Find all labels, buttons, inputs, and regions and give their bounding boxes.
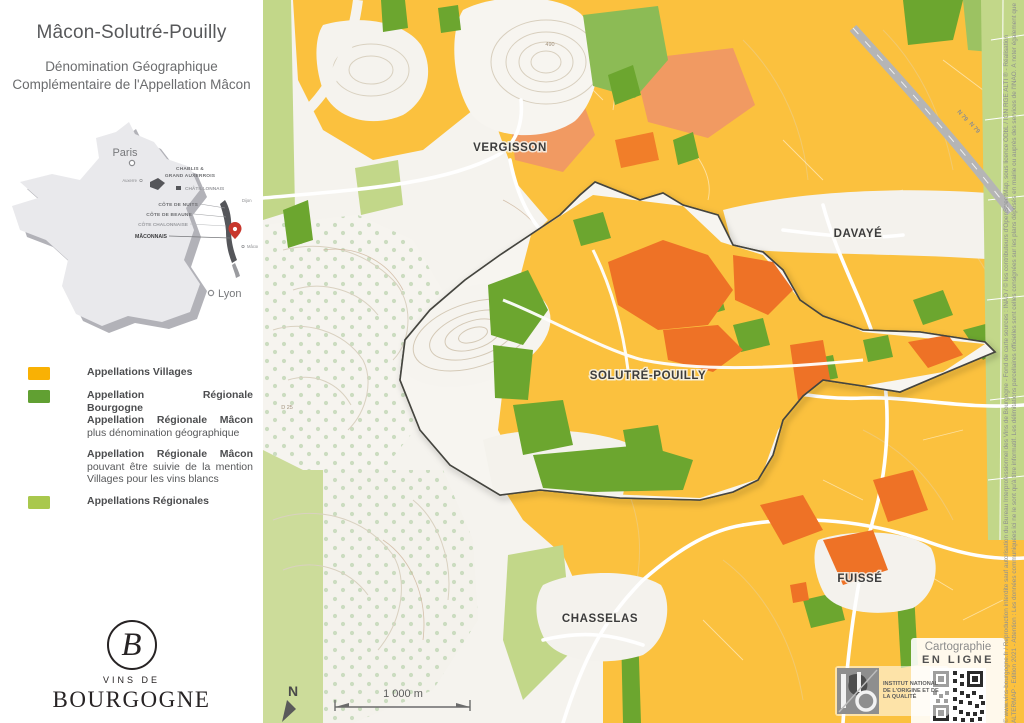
france-label-macon: Mâcon xyxy=(247,244,258,249)
credits-line-1: © www.vins-bourgogne.fr / Reproduction i… xyxy=(1003,34,1010,723)
legend-swatch-regionales xyxy=(28,495,50,509)
cotes-strip xyxy=(220,200,237,263)
cartographie-label: Cartographie xyxy=(924,641,992,653)
contour-label-490: 490 xyxy=(545,42,554,48)
page-title: Mâcon-Solutré-Pouilly xyxy=(36,22,227,43)
legend-swatch-macon-blanc xyxy=(28,449,50,462)
map-legend: Appellations Villages Appellation Région… xyxy=(28,366,253,518)
vins-de-bourgogne-logo: B VINS DE BOURGOGNE xyxy=(0,620,263,713)
logo-line2: BOURGOGNE xyxy=(52,687,211,712)
france-label-cote-de-beaune: CÔTE DE BEAUNE xyxy=(146,210,192,218)
lyon-marker xyxy=(207,289,215,297)
france-label-maconnais: MÂCONNAIS xyxy=(135,233,168,240)
place-label-vergisson: VERGISSON xyxy=(473,142,547,154)
map-credits: © www.vins-bourgogne.fr / Reproduction i… xyxy=(1003,3,1019,723)
france-outline xyxy=(12,122,200,326)
legend-item-regionale-macon-villages: Appellation Régionale Mâcon pouvant être… xyxy=(28,448,253,486)
legend-swatch-villages xyxy=(28,367,50,380)
beaujolais-strip xyxy=(232,263,240,278)
paris-marker xyxy=(128,159,136,167)
chablis-zone xyxy=(150,178,165,190)
page-subtitle: Dénomination Géographique Complémentaire… xyxy=(12,59,251,92)
legend-item-villages: Appellations Villages xyxy=(28,366,253,380)
highway-n79 xyxy=(849,24,1015,215)
north-arrow-icon xyxy=(282,700,296,722)
france-label-chablis-1: CHABLIS & xyxy=(176,166,204,172)
legend-item-regionale-bourgogne: Appellation Régionale Bourgogne Appellat… xyxy=(28,389,253,439)
commune-boundary xyxy=(399,181,997,501)
place-label-fuisse: FUISSÉ xyxy=(837,572,882,585)
credits-line-2: ALTERMAP - Edition 2021 - Attention : Le… xyxy=(1011,3,1018,723)
logo-line1: VINS DE xyxy=(102,675,160,685)
place-label-solutre-pouilly: SOLUTRÉ-POUILLY xyxy=(590,369,707,382)
sidebar: Mâcon-Solutré-Pouilly Dénomination Géogr… xyxy=(0,0,263,723)
france-label-chablis-2: GRAND AUXERROIS xyxy=(165,173,216,179)
france-label-cote-chalonnaise: CÔTE CHALONNAISE xyxy=(138,220,189,228)
france-label-cote-de-nuits: CÔTE DE NUITS xyxy=(158,200,198,208)
inao-logo-icon xyxy=(837,668,879,714)
france-label-dijon: Dijon xyxy=(242,198,252,203)
logo-monogram-icon: B xyxy=(106,620,157,670)
north-label: N xyxy=(288,683,298,699)
place-label-chasselas: CHASSELAS xyxy=(562,613,638,625)
france-locator-map: Paris CHABLIS & GRAND AUXERROIS Auxerre … xyxy=(4,112,260,352)
legend-item-regionales: Appellations Régionales xyxy=(28,495,253,509)
scale-label: 1 000 m xyxy=(383,688,423,700)
legend-swatch-regionale xyxy=(28,390,50,403)
scale-bar: 1 000 m xyxy=(334,688,471,711)
chatillonnais-zone xyxy=(176,186,181,190)
inao-caption: INSTITUT NATIONAL DE L'ORIGINE ET DE LA … xyxy=(883,680,939,701)
france-label-paris: Paris xyxy=(112,147,138,159)
france-label-chatillonnais: CHÂTILLONNAIS xyxy=(185,185,225,192)
main-map: D 25 490 N 79 N 79 VERGISSON DAVAYÉ SOLU… xyxy=(263,0,1024,723)
france-map-svg: Paris CHABLIS & GRAND AUXERROIS Auxerre … xyxy=(12,122,260,333)
road-label-d25: D 25 xyxy=(281,405,293,411)
inao-block: INSTITUT NATIONAL DE L'ORIGINE ET DE LA … xyxy=(835,666,949,716)
map-canvas: D 25 490 N 79 N 79 VERGISSON DAVAYÉ SOLU… xyxy=(263,0,1024,723)
en-ligne-label: EN LIGNE xyxy=(922,654,994,666)
place-label-davaye: DAVAYÉ xyxy=(834,227,883,240)
auxerre-marker xyxy=(139,178,143,183)
france-label-auxerre: Auxerre xyxy=(122,178,137,183)
france-label-lyon: Lyon xyxy=(218,288,241,300)
